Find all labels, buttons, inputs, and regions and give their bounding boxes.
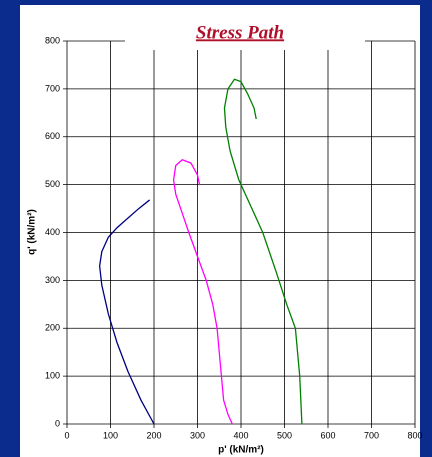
x-tick-label: 500 <box>277 430 292 440</box>
panel <box>20 5 420 457</box>
x-tick-label: 0 <box>64 430 69 440</box>
y-tick-label: 500 <box>45 179 60 189</box>
y-tick-label: 700 <box>45 83 60 93</box>
x-tick-label: 300 <box>190 430 205 440</box>
series-line <box>172 158 233 425</box>
y-tick-label: 100 <box>45 371 60 381</box>
y-tick-label: 0 <box>55 418 60 428</box>
x-tick-label: 200 <box>146 430 161 440</box>
y-tick-label: 600 <box>45 131 60 141</box>
x-tick-label: 800 <box>407 430 422 440</box>
y-tick-label: 200 <box>45 323 60 333</box>
y-tick-label: 400 <box>45 227 60 237</box>
x-axis-label: p' (kN/m²) <box>218 445 264 456</box>
y-tick-label: 300 <box>45 275 60 285</box>
title-box <box>125 20 365 50</box>
series-line <box>223 78 303 425</box>
series-line <box>98 199 155 425</box>
chart-title: Stress Path <box>196 22 284 43</box>
x-tick-label: 600 <box>320 430 335 440</box>
y-axis-label: q' (kN/m²) <box>27 209 38 255</box>
x-tick-label: 700 <box>364 430 379 440</box>
y-tick-label: 800 <box>45 35 60 45</box>
x-tick-label: 100 <box>103 430 118 440</box>
x-tick-label: 400 <box>233 430 248 440</box>
